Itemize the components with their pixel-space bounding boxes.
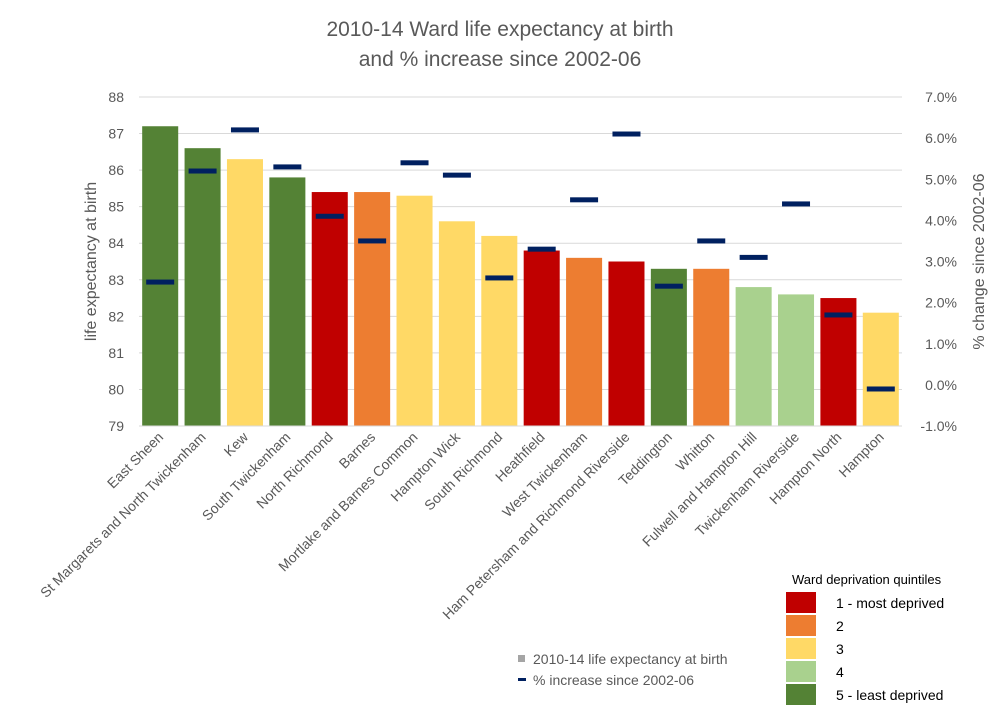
percent-marker <box>527 246 556 252</box>
quintile-swatch <box>786 661 816 682</box>
percent-marker <box>442 172 471 178</box>
percent-marker <box>570 197 599 203</box>
quintile-legend-item: 1 - most deprived <box>786 591 1001 614</box>
y-tick-label: 83 <box>108 272 124 288</box>
bar <box>184 148 221 426</box>
category-label: Hampton <box>835 429 886 480</box>
y-tick-label: 81 <box>108 345 124 361</box>
quintile-label: 3 <box>836 640 844 657</box>
bar <box>735 287 772 426</box>
bar <box>820 298 857 426</box>
quintile-swatch <box>786 615 816 636</box>
bar <box>354 192 391 426</box>
y-axis-title: life expectancy at birth <box>83 182 100 341</box>
category-label: Kew <box>221 428 252 459</box>
percent-marker <box>400 160 429 166</box>
quintile-label: 4 <box>836 663 844 680</box>
quintile-legend: Ward deprivation quintiles 1 - most depr… <box>786 572 1001 706</box>
y-tick-label: 84 <box>108 235 124 251</box>
quintile-legend-item: 3 <box>786 637 1001 660</box>
quintile-swatch <box>786 638 816 659</box>
y2-tick-label: 1.0% <box>925 336 957 352</box>
y-tick-label: 80 <box>108 381 124 397</box>
bar <box>226 159 263 426</box>
percent-marker <box>485 275 514 281</box>
percent-marker <box>824 312 853 318</box>
bar <box>311 192 348 426</box>
percent-marker <box>654 283 683 289</box>
bar <box>650 268 687 426</box>
y2-tick-label: 6.0% <box>925 130 957 146</box>
y2-tick-label: 4.0% <box>925 212 957 228</box>
percent-marker <box>315 213 344 219</box>
percent-marker <box>358 238 387 244</box>
series-legend: 2010-14 life expectancy at birth % incre… <box>518 648 728 690</box>
bar <box>438 221 475 426</box>
quintile-legend-item: 4 <box>786 660 1001 683</box>
bar <box>778 294 815 426</box>
quintile-swatch <box>786 592 816 613</box>
quintile-legend-item: 5 - least deprived <box>786 683 1001 706</box>
y2-tick-label: 7.0% <box>925 89 957 105</box>
y-tick-label: 82 <box>108 308 124 324</box>
quintile-legend-item: 2 <box>786 614 1001 637</box>
bar-series-swatch <box>518 655 525 662</box>
bar <box>693 268 730 426</box>
bar <box>862 312 899 426</box>
quintile-label: 2 <box>836 617 844 634</box>
y2-tick-label: 5.0% <box>925 171 957 187</box>
percent-marker <box>273 164 302 170</box>
y2-axis-title: % change since 2002-06 <box>971 173 988 349</box>
category-label: St Margarets and North Twickenham <box>37 429 209 601</box>
chart-title-line-1: 2010-14 Ward life expectancy at birth <box>326 18 674 41</box>
bar <box>396 195 433 426</box>
y-tick-label: 86 <box>108 162 124 178</box>
series-legend-label: % increase since 2002-06 <box>533 671 695 688</box>
percent-marker <box>739 254 768 260</box>
percent-marker <box>146 279 175 285</box>
y-tick-label: 79 <box>108 418 124 434</box>
bar <box>523 250 560 426</box>
category-label: North Richmond <box>253 429 336 512</box>
bar <box>269 177 306 426</box>
percent-marker <box>612 131 641 137</box>
chart-title-line-2: and % increase since 2002-06 <box>358 48 642 71</box>
series-legend-label: 2010-14 life expectancy at birth <box>533 650 728 667</box>
series-legend-item-markers: % increase since 2002-06 <box>518 669 728 690</box>
quintile-legend-title: Ward deprivation quintiles <box>792 572 942 587</box>
percent-marker <box>188 168 217 174</box>
percent-marker <box>866 386 895 392</box>
bar <box>481 235 518 426</box>
marker-series-swatch <box>518 678 526 681</box>
y2-tick-label: -1.0% <box>920 418 957 434</box>
bar <box>566 257 603 426</box>
quintile-label: 5 - least deprived <box>836 686 944 703</box>
y-tick-label: 87 <box>108 126 124 142</box>
quintile-label: 1 - most deprived <box>836 594 945 611</box>
y2-tick-label: 0.0% <box>925 377 957 393</box>
percent-marker <box>782 201 811 207</box>
percent-marker <box>697 238 726 244</box>
y-tick-label: 88 <box>108 89 124 105</box>
series-legend-item-bars: 2010-14 life expectancy at birth <box>518 648 728 669</box>
bar <box>608 261 645 426</box>
bar <box>142 126 179 426</box>
y2-tick-label: 3.0% <box>925 254 957 270</box>
category-label: South Richmond <box>421 429 506 514</box>
y-tick-label: 85 <box>108 199 124 215</box>
quintile-swatch <box>786 684 816 705</box>
percent-marker <box>230 127 259 133</box>
y2-tick-label: 2.0% <box>925 295 957 311</box>
